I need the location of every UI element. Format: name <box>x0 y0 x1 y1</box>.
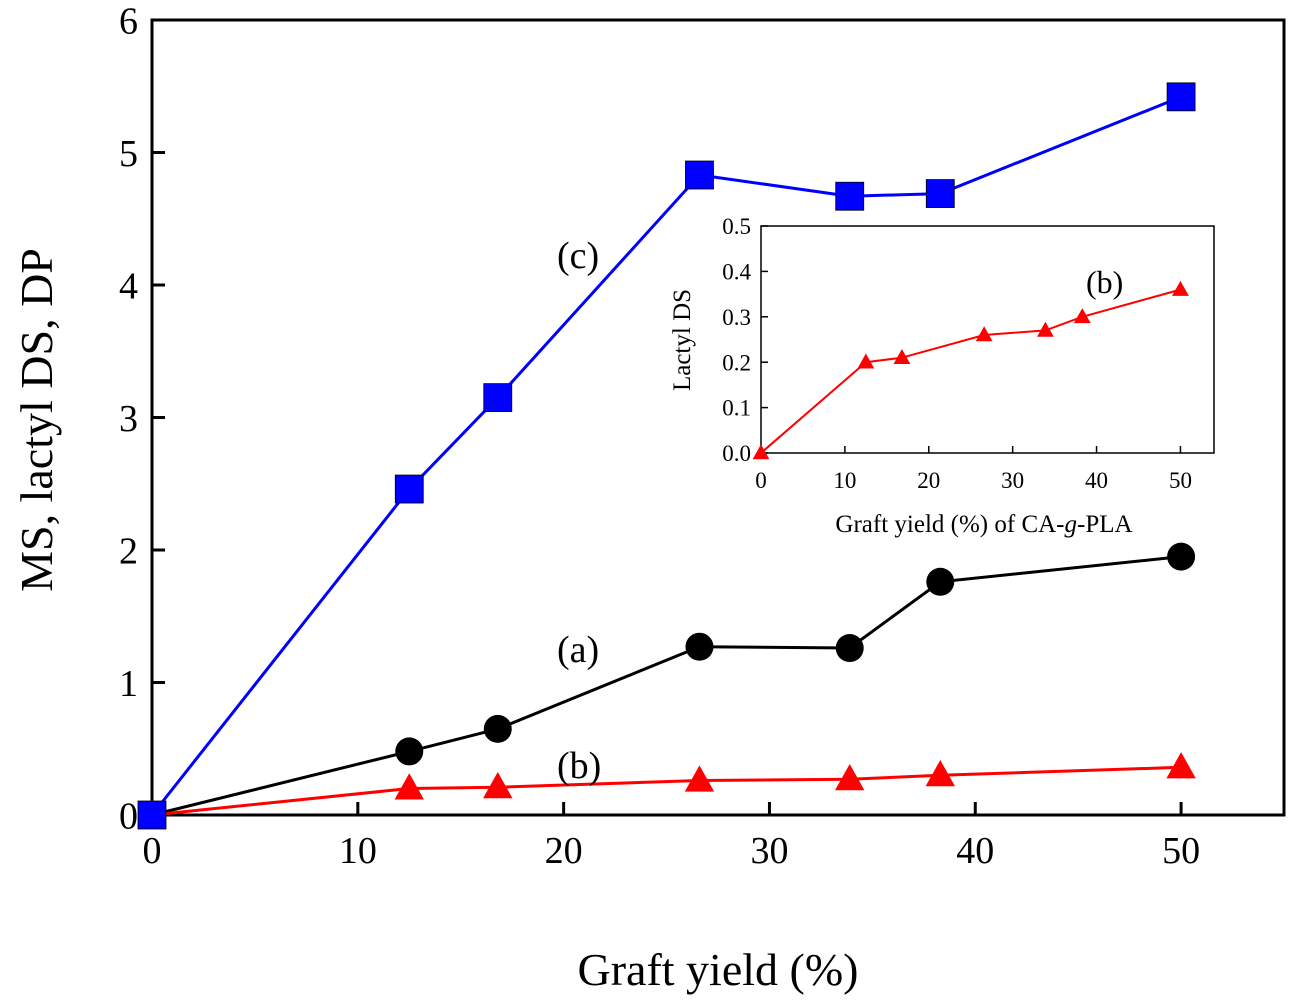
main-x-tick-label: 20 <box>545 830 583 872</box>
inset-y-tick-label: 0.2 <box>722 350 751 375</box>
inset-point-b-2 <box>893 348 911 364</box>
main-point-a-1 <box>395 737 424 766</box>
inset-point-b-0 <box>752 444 770 460</box>
inset-x-axis-title: Graft yield (%) of CA-g-PLA <box>835 511 1132 538</box>
inset-y-tick-label: 0.5 <box>722 214 751 239</box>
main-point-c-1 <box>394 474 424 504</box>
inset-point-b-3 <box>975 326 993 342</box>
main-series-group <box>137 82 1196 830</box>
inset-y-tick-label: 0.1 <box>722 396 751 421</box>
main-x-tick-label: 50 <box>1162 830 1200 872</box>
main-point-b-3 <box>684 765 715 792</box>
series-label-b: (b) <box>557 745 601 787</box>
inset-x-tick-label: 30 <box>1001 468 1024 493</box>
main-y-tick-label: 1 <box>119 663 138 705</box>
main-y-tick-label: 2 <box>119 530 138 572</box>
inset-axis-ticks: 0.0 0.1 0.2 0.3 0.4 0.5 0 10 20 30 40 50 <box>722 214 1192 493</box>
main-point-a-2 <box>483 714 512 743</box>
inset-x-axis-title-part3: -PLA <box>1077 511 1133 538</box>
main-x-tick-label: 10 <box>339 830 377 872</box>
inset-x-tick-label: 50 <box>1169 468 1192 493</box>
main-x-tick-label: 40 <box>956 830 994 872</box>
main-point-c-5 <box>925 179 955 208</box>
main-y-tick-label: 0 <box>119 795 138 837</box>
main-y-tick-label: 3 <box>119 398 138 440</box>
inset-x-tick-label: 0 <box>755 468 767 493</box>
inset-x-axis-title-italic: g <box>1065 511 1078 538</box>
inset-x-tick-label: 10 <box>833 468 856 493</box>
main-y-tick-label: 5 <box>119 133 138 175</box>
main-x-axis-title: Graft yield (%) <box>578 944 859 995</box>
inset-y-tick-label: 0.0 <box>722 441 751 466</box>
inset-chart: 0.0 0.1 0.2 0.3 0.4 0.5 0 10 20 30 40 50 Graft yiel… <box>669 214 1215 538</box>
inset-y-axis-title: Lactyl DS <box>669 289 696 391</box>
main-point-a-5 <box>926 567 955 596</box>
inset-series-group <box>752 280 1189 460</box>
inset-x-axis-title-part1: Graft yield (%) of CA- <box>835 511 1064 538</box>
main-y-axis-title: MS, lactyl DS, DP <box>11 248 62 592</box>
main-point-b-5 <box>925 760 955 787</box>
main-point-a-4 <box>835 634 864 663</box>
inset-point-b-1 <box>857 353 875 369</box>
inset-plot-frame <box>760 225 1215 454</box>
main-point-c-6 <box>1166 82 1196 112</box>
main-point-c-4 <box>835 181 865 211</box>
main-x-tick-label: 30 <box>750 830 788 872</box>
main-point-b-2 <box>483 771 513 799</box>
main-axis-ticks: 0 1 2 3 4 5 6 0 10 20 30 40 50 <box>119 0 1200 872</box>
inset-y-tick-label: 0.3 <box>722 305 751 330</box>
main-point-c-3 <box>685 160 714 190</box>
main-point-c-2 <box>483 383 513 413</box>
inset-x-tick-label: 40 <box>1085 468 1108 493</box>
main-point-a-3 <box>685 632 714 661</box>
inset-y-tick-label: 0.4 <box>722 259 751 284</box>
series-label-c: (c) <box>557 235 599 277</box>
main-point-c-0 <box>137 800 167 830</box>
inset-series-label-b: (b) <box>1086 264 1123 300</box>
inset-point-b-4 <box>1036 321 1054 337</box>
inset-point-b-6 <box>1172 280 1189 296</box>
inset-x-tick-label: 20 <box>917 468 940 493</box>
main-point-b-4 <box>835 764 865 791</box>
main-point-a-6 <box>1167 542 1196 571</box>
main-chart: 0 1 2 3 4 5 6 0 10 20 30 40 50 Graft yield (%) MS, l… <box>11 0 1286 995</box>
main-y-tick-label: 4 <box>119 265 138 307</box>
main-x-tick-label: 0 <box>143 830 162 872</box>
main-y-tick-label: 6 <box>119 0 138 42</box>
inset-point-b-5 <box>1073 308 1091 324</box>
main-point-b-6 <box>1166 752 1196 779</box>
series-label-a: (a) <box>557 629 599 671</box>
main-point-b-1 <box>394 773 424 800</box>
